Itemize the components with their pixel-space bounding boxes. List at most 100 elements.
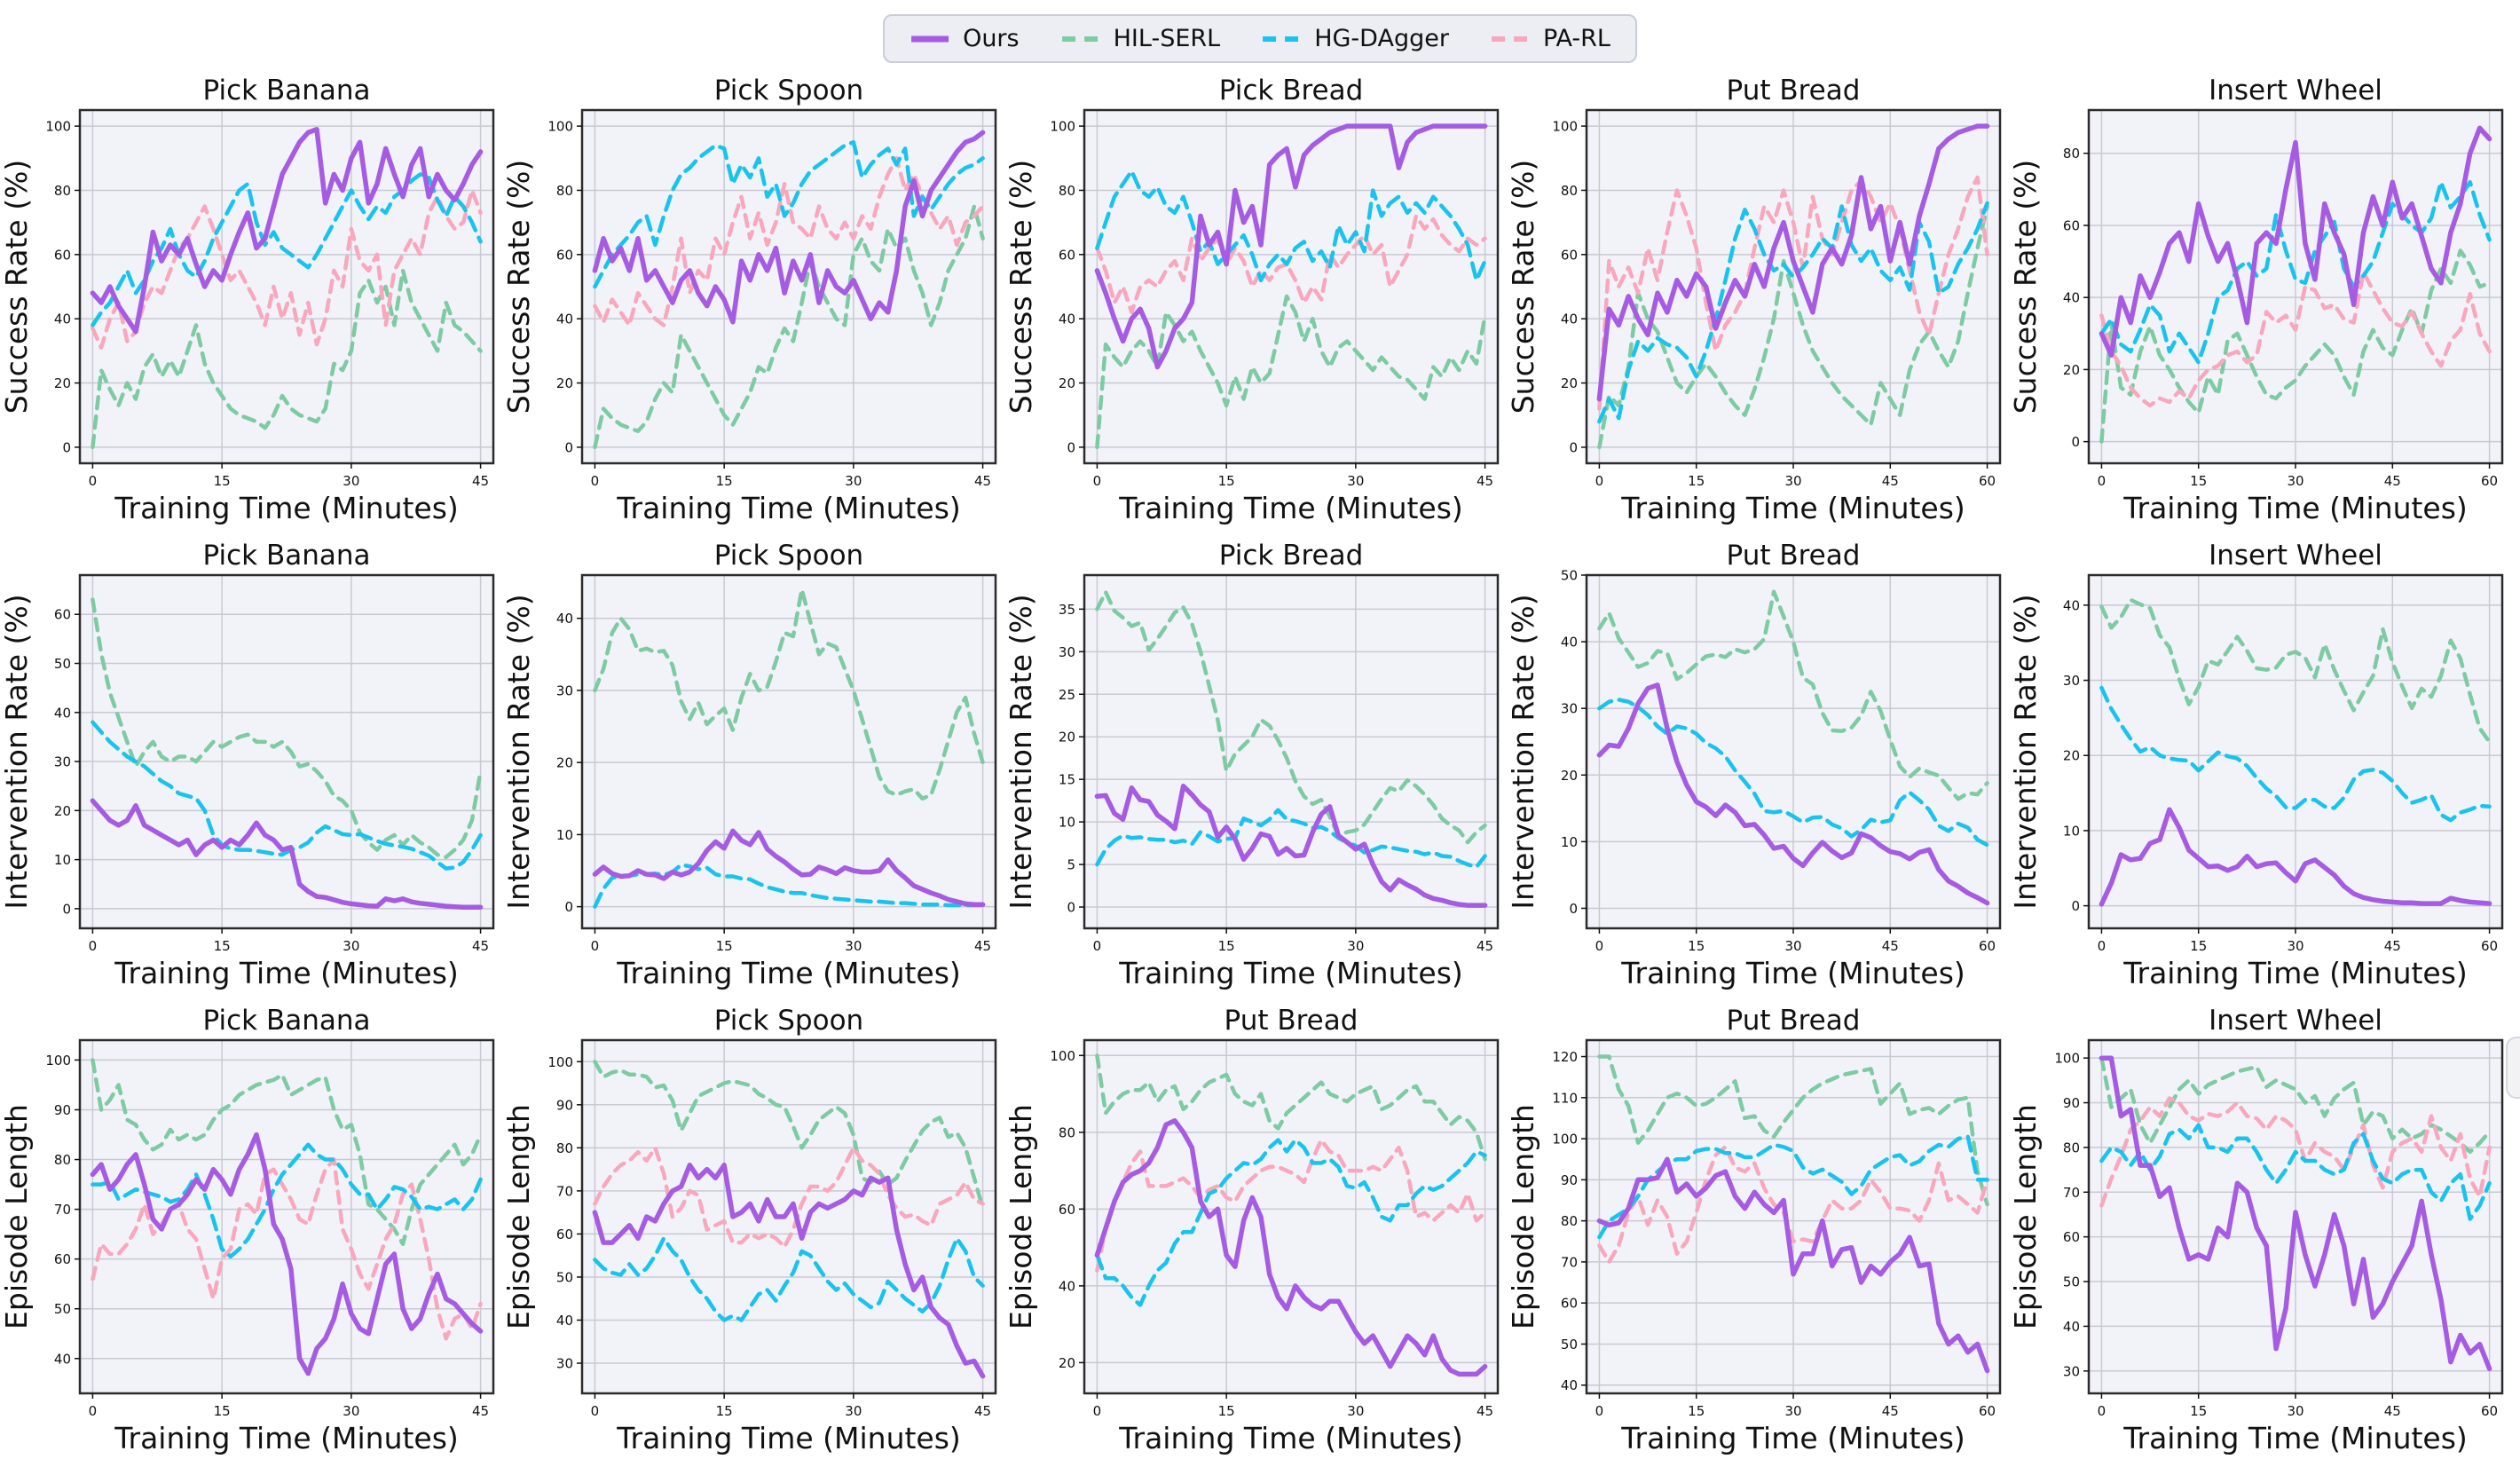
svg-text:45: 45 [974, 938, 991, 954]
svg-text:40: 40 [556, 611, 573, 627]
svg-text:120: 120 [1552, 1049, 1578, 1065]
svg-text:0: 0 [591, 473, 600, 489]
svg-text:30: 30 [1561, 701, 1578, 717]
clipped-edge-panel [2506, 1037, 2520, 1099]
svg-text:30: 30 [343, 938, 359, 954]
series-hil-serl-line [2099, 1055, 2492, 1155]
x-axis-label-1: Training Time (Minutes) [616, 491, 961, 525]
svg-text:0: 0 [2098, 1403, 2107, 1419]
chart-success-rate-pick-spoon-1: 0 20 40 60 80 100 0 15 30 45 Pick Spoon Training Ti… [506, 75, 1008, 540]
x-axis-label-11: Training Time (Minutes) [616, 1421, 961, 1455]
svg-text:100: 100 [1552, 119, 1578, 135]
svg-text:15: 15 [214, 938, 231, 954]
svg-text:100: 100 [45, 119, 71, 135]
series-hg-dagger-line [91, 1142, 483, 1259]
series-hil-serl-line [593, 587, 985, 801]
chart-title-8: Put Bread [1727, 540, 1861, 572]
series-pa-rl-line [593, 156, 985, 327]
chart-title-12: Put Bread [1225, 1005, 1358, 1037]
svg-text:5: 5 [1067, 857, 1075, 873]
series-hg-dagger-line [1597, 201, 1989, 424]
legend-item-ours: Ours [910, 25, 1020, 52]
svg-text:50: 50 [54, 1301, 71, 1317]
svg-text:80: 80 [1561, 1213, 1578, 1229]
svg-text:15: 15 [2190, 1403, 2207, 1419]
chart-canvas-0: 0 20 40 60 80 100 0 15 30 45 Pick Banana Training T… [4, 75, 495, 525]
svg-text:20: 20 [1059, 730, 1075, 745]
ours-line-swatch-icon [911, 35, 949, 42]
series-hil-serl-line [91, 268, 483, 450]
series-hil-serl-line [1095, 294, 1487, 450]
svg-text:60: 60 [1561, 247, 1578, 263]
svg-text:100: 100 [45, 1053, 71, 1069]
svg-text:30: 30 [556, 1356, 573, 1372]
svg-text:100: 100 [2054, 1051, 2080, 1067]
chart-canvas-4: 0 20 40 60 80 0 15 30 45 60 Insert Wheel Training T… [2012, 75, 2504, 525]
svg-text:20: 20 [1059, 375, 1075, 391]
svg-text:20: 20 [556, 755, 573, 771]
y-axis-label-1: Success Rate (%) [506, 160, 536, 414]
chart-intervention-rate-pick-spoon-6: 0 10 20 30 40 0 15 30 45 Pick Spoon Training Time … [506, 540, 1008, 1005]
svg-text:50: 50 [2063, 1274, 2080, 1290]
y-axis-label-11: Episode Length [506, 1104, 536, 1329]
svg-text:60: 60 [1979, 938, 1996, 954]
series-hg-dagger-line [593, 1236, 985, 1322]
svg-text:30: 30 [2287, 938, 2303, 954]
svg-text:40: 40 [1561, 1377, 1578, 1393]
x-axis-label-4: Training Time (Minutes) [2122, 491, 2468, 525]
svg-text:90: 90 [1561, 1172, 1578, 1188]
series-pa-rl-line [1597, 175, 1989, 411]
svg-text:45: 45 [2384, 938, 2401, 954]
x-axis-label-8: Training Time (Minutes) [1620, 956, 1965, 990]
svg-text:60: 60 [1979, 473, 1996, 489]
svg-text:0: 0 [1569, 439, 1578, 455]
svg-text:0: 0 [89, 938, 98, 954]
legend-item-hg-dagger: HG-DAgger [1261, 25, 1449, 52]
legend-item-pa-rl: PA-RL [1490, 25, 1610, 52]
svg-text:40: 40 [54, 312, 71, 327]
svg-text:15: 15 [716, 938, 733, 954]
chart-success-rate-pick-banana-0: 0 20 40 60 80 100 0 15 30 45 Pick Banana Training T… [4, 75, 506, 540]
svg-text:15: 15 [214, 473, 231, 489]
svg-text:0: 0 [1595, 1403, 1604, 1419]
svg-text:15: 15 [1688, 938, 1705, 954]
svg-text:70: 70 [556, 1183, 573, 1199]
x-axis-label-10: Training Time (Minutes) [114, 1421, 459, 1455]
svg-text:90: 90 [54, 1102, 71, 1118]
chart-success-rate-put-bread-3: 0 20 40 60 80 100 0 15 30 45 60 Put Bread Training T… [1510, 75, 2012, 540]
series-ours-line [1094, 1118, 1488, 1377]
chart-success-rate-pick-bread-2: 0 20 40 60 80 100 0 15 30 45 Pick Bread Training Ti… [1008, 75, 1510, 540]
svg-text:0: 0 [1067, 900, 1075, 916]
series-hg-dagger-line [2099, 685, 2492, 823]
chart-title-0: Pick Banana [202, 75, 370, 106]
svg-text:90: 90 [556, 1097, 573, 1113]
svg-text:60: 60 [2063, 217, 2080, 233]
chart-canvas-5: 0 10 20 30 40 50 60 0 15 30 45 Pick Banana Training … [4, 540, 495, 990]
chart-intervention-rate-pick-banana-5: 0 10 20 30 40 50 60 0 15 30 45 Pick Banana Training … [4, 540, 506, 1005]
chart-title-9: Insert Wheel [2209, 540, 2382, 572]
svg-text:60: 60 [54, 607, 71, 623]
chart-canvas-13: 40 50 60 70 80 90 100 110 120 0 15 30 45 60 Put Bread T… [1510, 1005, 2002, 1455]
y-axis-label-13: Episode Length [1510, 1104, 1540, 1329]
svg-text:30: 30 [2287, 473, 2303, 489]
svg-text:30: 30 [1784, 473, 1801, 489]
svg-text:30: 30 [1784, 938, 1801, 954]
svg-text:100: 100 [1050, 119, 1075, 135]
svg-text:40: 40 [2063, 597, 2080, 613]
svg-text:0: 0 [62, 439, 71, 455]
svg-text:100: 100 [1050, 1048, 1075, 1064]
series-ours-line [592, 130, 986, 325]
hil-serl-dashed-swatch-icon [1061, 35, 1099, 42]
svg-text:30: 30 [2063, 673, 2080, 689]
x-axis-label-9: Training Time (Minutes) [2122, 956, 2468, 990]
svg-text:45: 45 [1882, 473, 1899, 489]
chart-canvas-6: 0 10 20 30 40 0 15 30 45 Pick Spoon Training Time … [506, 540, 997, 990]
chart-title-13: Put Bread [1727, 1005, 1861, 1037]
svg-text:0: 0 [2071, 434, 2080, 450]
series-ours-line [1596, 1156, 1990, 1374]
series-pa-rl-line [1095, 214, 1487, 315]
y-axis-label-10: Episode Length [4, 1104, 34, 1329]
series-ours-line [592, 828, 986, 907]
series-ours-line [1596, 682, 1990, 906]
chart-title-1: Pick Spoon [714, 75, 863, 106]
